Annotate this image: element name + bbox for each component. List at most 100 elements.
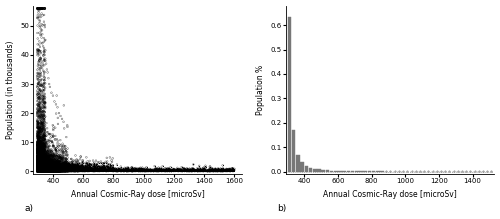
Point (38, 170, 46, 173)
Point (45, 164, 53, 168)
Point (36, 169, 44, 173)
Point (50, 165, 58, 169)
Point (41, 169, 49, 172)
Point (58, 169, 66, 173)
Point (224, 168, 232, 172)
Point (35, 169, 43, 172)
Point (198, 169, 206, 172)
Point (46, 159, 54, 163)
Point (190, 168, 198, 172)
Point (44, 166, 52, 170)
Point (36, 166, 44, 170)
Point (39, 169, 47, 172)
Point (80, 169, 88, 172)
Point (48, 165, 56, 168)
Point (57, 168, 65, 171)
Point (58, 167, 66, 170)
Point (154, 167, 162, 171)
Point (33, 168, 41, 172)
Point (44, 165, 52, 169)
Point (42, 169, 50, 173)
Point (144, 169, 152, 173)
Point (34, 169, 42, 173)
Point (42, 169, 50, 173)
Point (36, 170, 44, 173)
Point (43, 167, 51, 170)
Point (45, 169, 53, 172)
Point (42, 166, 50, 170)
Point (36, 166, 44, 169)
Point (49, 164, 57, 167)
Point (34, 149, 42, 153)
Point (42, 165, 50, 168)
Point (40, 71, 48, 74)
Point (46, 166, 54, 170)
Point (51, 169, 59, 172)
Point (110, 168, 118, 171)
Point (68, 169, 76, 172)
Point (36, 161, 44, 164)
Point (145, 169, 153, 173)
Point (62, 169, 70, 172)
Point (44, 165, 52, 168)
Point (45, 169, 53, 172)
Point (37, 160, 45, 164)
Point (50, 134, 58, 138)
Point (38, 168, 46, 172)
Point (65, 166, 73, 169)
Point (34, 168, 42, 171)
Point (37, 170, 45, 173)
Point (213, 169, 221, 172)
Point (36, 169, 44, 173)
Point (58, 161, 66, 165)
Point (42, 169, 50, 173)
Point (48, 169, 56, 173)
Point (36, 163, 44, 166)
Point (42, 169, 50, 173)
Point (74, 167, 82, 171)
Point (34, 167, 42, 170)
Point (54, 169, 62, 172)
Point (38, 169, 46, 172)
Point (35, 169, 43, 172)
Point (52, 156, 60, 160)
Point (42, 169, 50, 172)
Point (40, 166, 48, 169)
Point (40, 154, 48, 158)
Point (70, 164, 78, 168)
Point (68, 167, 76, 170)
Point (50, 165, 58, 169)
Point (34, 164, 42, 168)
Point (111, 169, 119, 173)
Point (48, 168, 56, 172)
Point (218, 169, 226, 172)
Point (37, 159, 45, 162)
Point (38, 156, 46, 159)
Point (40, 156, 48, 160)
Point (198, 169, 206, 172)
Point (48, 163, 56, 167)
Point (54, 170, 62, 173)
Point (35, 169, 43, 173)
Point (46, 170, 54, 173)
Point (37, 169, 45, 173)
Point (39, 162, 47, 166)
Point (75, 164, 83, 168)
Point (62, 165, 70, 168)
Point (61, 166, 69, 169)
Point (62, 164, 70, 168)
Point (40, 169, 48, 173)
Point (52, 168, 60, 172)
Point (34, 169, 42, 173)
Point (208, 169, 216, 172)
Point (34, 159, 42, 162)
Point (34, 169, 42, 173)
Point (38, 169, 46, 172)
Point (40, 168, 48, 172)
Point (38, 167, 46, 170)
Point (84, 168, 92, 171)
Point (42, 164, 50, 167)
Bar (334, 171, 338, 172)
Point (37, 168, 45, 172)
Point (34, 169, 42, 172)
